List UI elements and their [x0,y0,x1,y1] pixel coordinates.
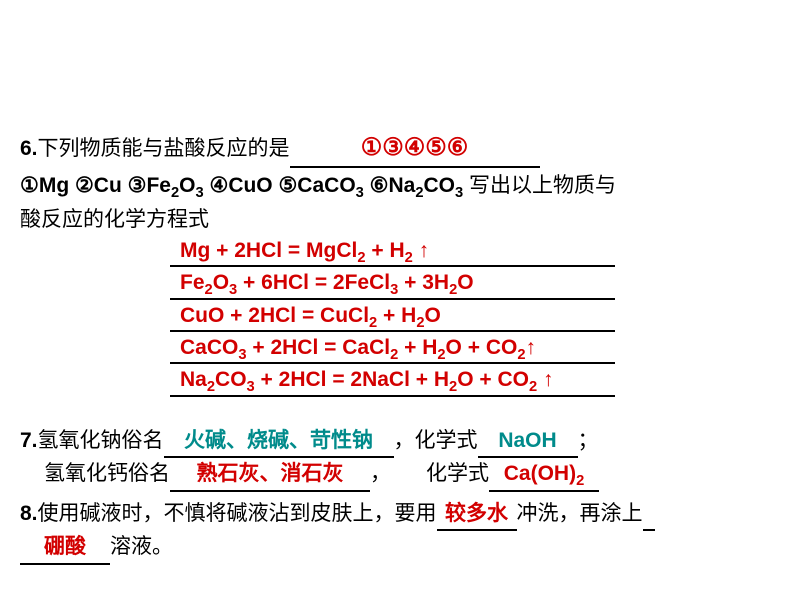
q6-prefix: 6. [20,137,38,160]
q7-ans2b: Ca(OH)2 [504,462,585,485]
q7-prefix: 7. [20,429,38,452]
q7-blank2b: Ca(OH)2 [489,458,599,492]
question-6: 6.下列物质能与盐酸反应的是 ①③④⑤⑥ ①Mg ②Cu ③Fe2O3 ④CuO … [20,130,774,397]
q8-line2: 硼酸 溶液。 [20,531,774,565]
q7-tail1: ； [578,429,599,452]
equation-3: CuO + 2HCl = CuCl2 + H2O [170,302,615,332]
q7-mid2: ， 化学式 [370,462,489,485]
equation-4: CaCO3 + 2HCl = CaCl2 + H2O + CO2↑ [170,334,615,364]
q8-text-a: 使用碱液时，不慎将碱液沾到皮肤上，要用 [38,502,437,525]
q7-line2: 氢氧化钙俗名 熟石灰、消石灰 ， 化学式 Ca(OH)2 [20,458,774,492]
equation-2: Fe2O3 + 6HCl = 2FeCl3 + 3H2O [170,269,615,299]
equation-5: Na2CO3 + 2HCl = 2NaCl + H2O + CO2 ↑ [170,366,615,396]
q7-ans2: 熟石灰、消石灰 [197,462,344,485]
q6-prompt: 下列物质能与盐酸反应的是 [38,137,290,160]
q7-blank2: 熟石灰、消石灰 [170,458,370,492]
q8-blank2: 硼酸 [20,531,110,565]
q8-line1: 8.使用碱液时，不慎将碱液沾到皮肤上，要用较多水冲洗，再涂上 [20,498,774,532]
q6-options2: 酸反应的化学方程式 [20,204,774,236]
equation-1: Mg + 2HCl = MgCl2 + H2 ↑ [170,237,615,267]
q7-ans1: 火碱、烧碱、苛性钠 [184,429,373,452]
q6-line1: 6.下列物质能与盐酸反应的是 ①③④⑤⑥ [20,130,774,168]
q6-answer-blank: ①③④⑤⑥ [290,130,540,168]
q8-blank-trail [643,498,655,532]
q7-ans1b: NaOH [498,429,556,452]
q8-ans2: 硼酸 [44,535,86,558]
q6-options: ①Mg ②Cu ③Fe2O3 ④CuO ⑤CaCO3 ⑥Na2CO3 写出以上物… [20,170,774,202]
q6-answer: ①③④⑤⑥ [361,134,469,161]
q8-text-b: 冲洗，再涂上 [517,502,643,525]
question-8: 8.使用碱液时，不慎将碱液沾到皮肤上，要用较多水冲洗，再涂上 硼酸 溶液。 [20,498,774,565]
q8-blank1: 较多水 [437,498,517,532]
q8-text-c: 溶液。 [110,535,173,558]
q7-blank1: 火碱、烧碱、苛性钠 [164,425,394,459]
question-7: 7.氢氧化钠俗名火碱、烧碱、苛性钠 ，化学式 NaOH ； 氢氧化钙俗名 熟石灰、消石灰… [20,425,774,492]
q7-line1: 7.氢氧化钠俗名火碱、烧碱、苛性钠 ，化学式 NaOH ； [20,425,774,459]
q7-blank1b: NaOH [478,425,578,459]
q7-text-b: 氢氧化钙俗名 [44,462,170,485]
q8-prefix: 8. [20,502,38,525]
q8-ans1: 较多水 [445,502,508,525]
q7-mid1: ，化学式 [394,429,478,452]
q7-text-a: 氢氧化钠俗名 [38,429,164,452]
